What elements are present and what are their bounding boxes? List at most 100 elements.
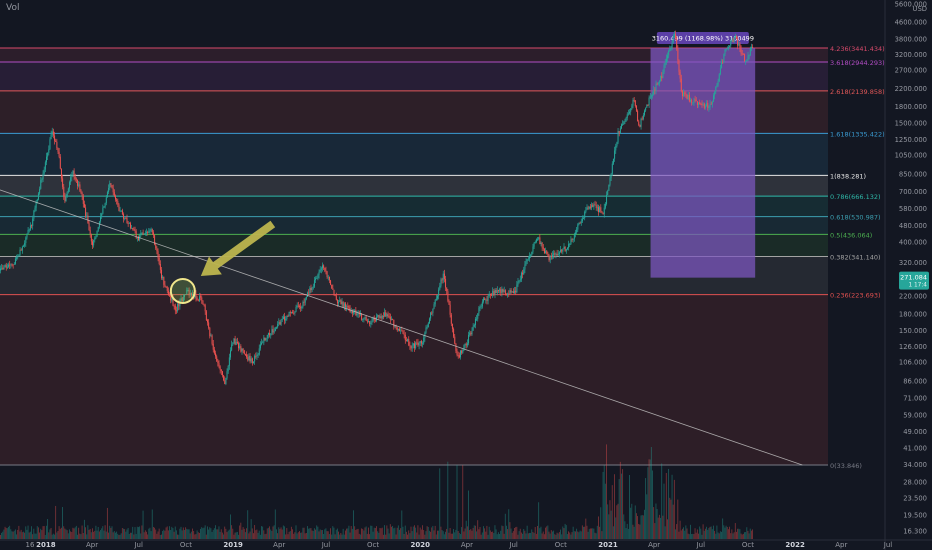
volume-bar <box>253 533 254 539</box>
volume-bar <box>657 517 659 539</box>
volume-bar <box>301 532 303 539</box>
volume-bar <box>281 529 283 539</box>
price-candle <box>519 279 521 281</box>
volume-bar <box>296 533 298 539</box>
volume-bar <box>477 520 479 539</box>
price-candle <box>284 316 286 321</box>
price-candle <box>231 344 233 351</box>
volume-bar <box>193 531 195 539</box>
price-candle <box>407 339 409 342</box>
price-candle <box>1 267 3 269</box>
volume-bar <box>124 529 126 539</box>
x-axis[interactable]: 16 2018 Apr Jul Oct 2019 Apr Jul Oct 2020 Apr Jul Oc… <box>0 539 932 549</box>
x-tick-label: Oct <box>742 541 754 549</box>
price-candle <box>568 244 570 248</box>
volume-bar <box>335 529 337 539</box>
price-candle <box>725 48 727 50</box>
price-candle <box>234 338 236 345</box>
price-candle <box>633 99 635 101</box>
volume-bar <box>236 531 238 539</box>
volume-bar <box>220 529 222 539</box>
price-candle <box>117 201 119 205</box>
price-candle <box>479 307 481 309</box>
volume-bar <box>742 533 744 539</box>
price-candle <box>488 294 490 296</box>
price-candle <box>637 110 639 122</box>
price-candle <box>244 354 246 355</box>
price-candle <box>43 169 45 174</box>
volume-bar <box>509 522 511 539</box>
x-tick-label: Jul <box>508 541 518 549</box>
volume-bar <box>462 465 464 539</box>
price-candle <box>558 252 560 254</box>
price-candle <box>157 251 159 258</box>
volume-bar <box>82 532 84 539</box>
price-candle <box>226 371 228 378</box>
price-candle <box>648 97 650 106</box>
price-candle <box>200 296 202 298</box>
price-candle <box>219 366 221 370</box>
volume-bar <box>588 528 590 539</box>
volume-bar <box>225 528 227 539</box>
volume-bar <box>527 533 529 539</box>
price-candle <box>216 356 218 361</box>
volume-bar <box>62 507 63 539</box>
volume-bar <box>346 528 348 539</box>
price-candle <box>616 142 618 147</box>
price-candle <box>267 332 269 335</box>
price-candle <box>595 205 597 209</box>
volume-bar <box>139 526 141 539</box>
volume-bar <box>500 530 502 539</box>
volume-bar <box>97 526 99 539</box>
price-candle <box>143 233 145 235</box>
price-candle <box>121 210 123 215</box>
volume-bar <box>242 527 244 539</box>
measure-label: 3160.499 (1168.98%) 3160499 <box>652 34 754 42</box>
volume-bar <box>290 526 292 539</box>
price-candle <box>708 107 710 109</box>
volume-bar <box>100 530 101 539</box>
y-tick-label: 34.000 <box>903 461 927 469</box>
price-candle <box>572 238 574 241</box>
volume-bar <box>143 532 145 539</box>
price-candle <box>198 296 200 301</box>
price-candle <box>587 207 589 209</box>
trendline[interactable] <box>0 184 803 466</box>
price-candle <box>515 290 517 293</box>
price-candle <box>596 207 598 209</box>
price-candle <box>90 234 92 242</box>
volume-bar <box>195 534 197 539</box>
volume-bar <box>615 517 617 539</box>
volume-bar <box>568 531 569 539</box>
volume-bar <box>472 527 474 539</box>
volume-bar <box>492 531 494 539</box>
volume-bar <box>79 533 81 539</box>
price-candle <box>230 350 231 358</box>
volume-bar <box>171 526 173 539</box>
price-candle <box>711 101 713 105</box>
x-tick-label: 2022 <box>785 541 805 549</box>
price-candle <box>611 163 613 174</box>
volume-bar <box>710 526 712 539</box>
volume-bar <box>18 525 20 539</box>
volume-bar <box>599 526 601 539</box>
volume-bar <box>537 525 538 539</box>
volume-bar <box>289 531 291 539</box>
fib-bands <box>0 47 828 466</box>
price-candle <box>510 290 512 293</box>
price-candle <box>557 253 559 256</box>
volume-bar <box>73 528 75 539</box>
price-candle <box>540 242 542 245</box>
price-candle <box>20 249 22 251</box>
volume-bar <box>589 528 591 539</box>
price-candle <box>354 310 356 312</box>
price-candle <box>95 236 97 238</box>
volume-bar <box>642 515 644 539</box>
price-candle <box>427 323 429 328</box>
y-axis[interactable]: USD 5600.000 4600.000 3800.000 3200.000 2700… <box>884 0 927 550</box>
volume-bar <box>520 532 522 539</box>
price-candle <box>166 286 168 291</box>
volume-bar <box>44 534 46 539</box>
volume-bar <box>420 529 422 539</box>
